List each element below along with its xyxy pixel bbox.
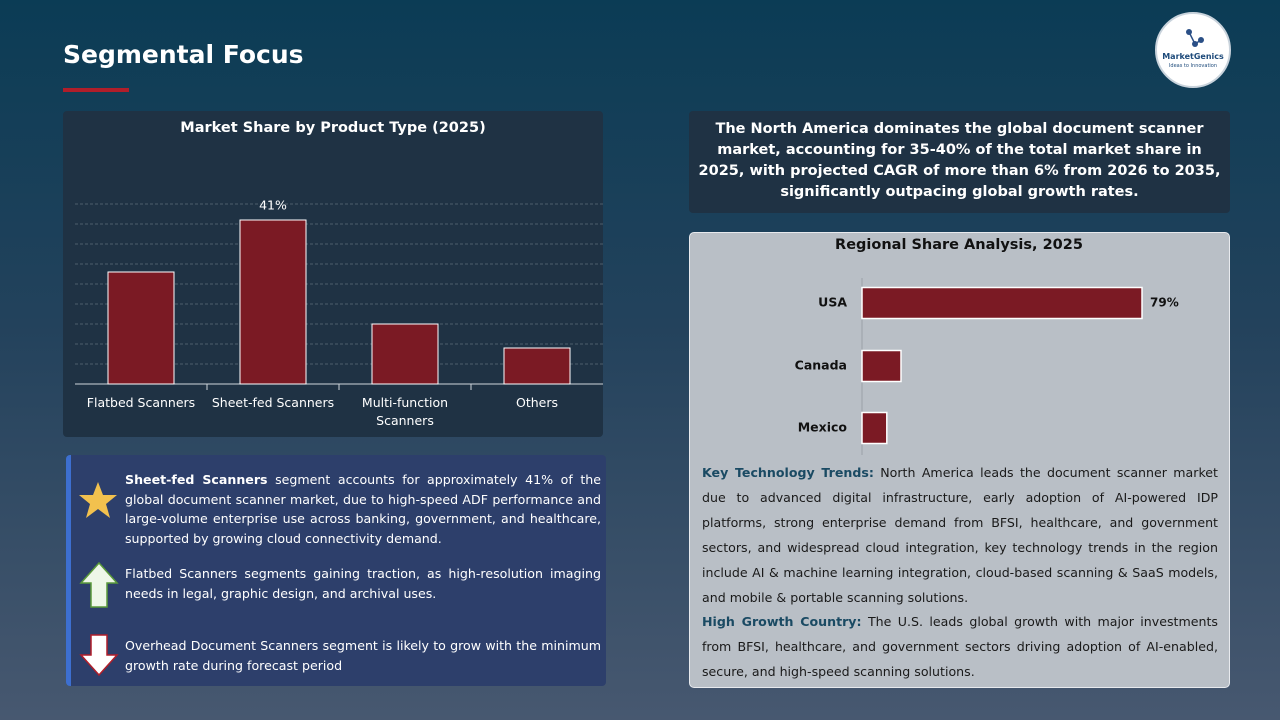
insight: Key Technology Trends: North America lea… <box>702 460 1218 610</box>
summary-box: The North America dominates the global d… <box>689 111 1230 213</box>
insight-text: North America leads the document scanner… <box>702 465 1218 605</box>
data-label: 79% <box>1150 296 1179 310</box>
chart-title: Regional Share Analysis, 2025 <box>835 237 1083 253</box>
logo: MarketGenics Ideas to Innovation <box>1155 12 1231 88</box>
star-icon <box>79 482 117 518</box>
insight-heading: High Growth Country: <box>702 614 862 629</box>
bullet-text: Flatbed Scanners segments gaining tracti… <box>125 566 601 601</box>
bullet-icons <box>79 482 119 677</box>
bar <box>861 349 902 383</box>
bar <box>107 271 175 385</box>
data-label: 41% <box>259 198 287 213</box>
y-tick-label: Mexico <box>798 420 848 435</box>
bar <box>861 411 888 445</box>
down-arrow-icon <box>79 634 119 677</box>
bullet-body: segment accounts for approximately 41% o… <box>125 472 602 546</box>
bar <box>239 219 307 385</box>
insight-text: The U.S. leads global growth with major … <box>702 614 1218 679</box>
y-tick-label: Canada <box>795 358 847 373</box>
title-underline <box>63 88 129 92</box>
y-tick-label: USA <box>818 295 847 310</box>
logo-icon <box>1186 29 1204 47</box>
bullet-bold: Sheet-fed Scanners <box>125 472 268 487</box>
bar <box>503 347 571 385</box>
slide-title: Segmental Focus <box>63 40 304 69</box>
bullet-text: Sheet-fed Scanners segment accounts for … <box>125 470 601 548</box>
logo-tagline: Ideas to Innovation <box>1168 63 1218 69</box>
bullet-panel: Sheet-fed Scanners segment accounts for … <box>66 455 606 686</box>
up-arrow-icon <box>79 561 119 608</box>
insight: High Growth Country: The U.S. leads glob… <box>702 609 1218 684</box>
bar <box>371 323 439 385</box>
chart-title: Market Share by Product Type (2025) <box>180 120 485 136</box>
x-tick-label: Others <box>515 395 558 410</box>
bullet-text: Overhead Document Scanners segment is li… <box>125 638 601 673</box>
insight-heading: Key Technology Trends: <box>702 465 874 480</box>
logo-name: MarketGenics <box>1162 52 1224 61</box>
x-tick-label: Sheet-fed Scanners <box>211 395 335 410</box>
x-tick-label: Multi-function Scanners <box>361 395 449 428</box>
bar <box>861 286 1143 320</box>
x-tick-label: Flatbed Scanners <box>86 395 196 410</box>
